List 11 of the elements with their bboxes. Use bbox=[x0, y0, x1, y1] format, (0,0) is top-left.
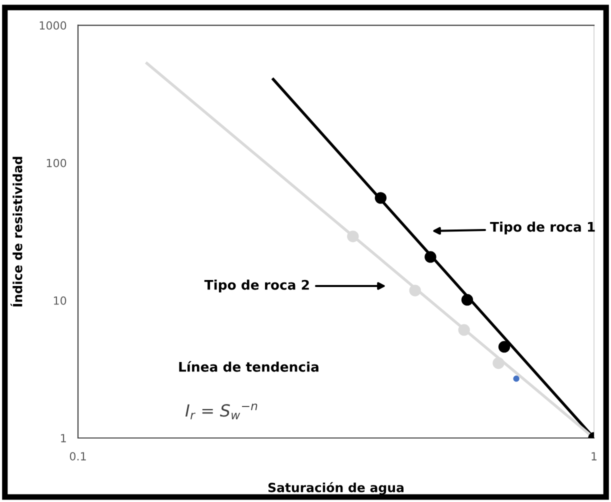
x-tick-label: 0.1 bbox=[70, 452, 86, 460]
y-tick-label: 1 bbox=[61, 434, 66, 442]
annotation: I$_{r}$ = S$_{w}$$^{−n}$ bbox=[185, 404, 258, 420]
y-tick-label: 1000 bbox=[40, 21, 66, 30]
annotation: Línea de tendencia bbox=[179, 361, 318, 372]
annotation: Tipo de roca 2 bbox=[204, 280, 309, 292]
y-axis-title: Índice de resistividad bbox=[10, 156, 22, 306]
y-tick-label: 100 bbox=[46, 158, 66, 168]
y-tick-label: 10 bbox=[54, 296, 66, 305]
x-axis-title: Saturación de agua bbox=[268, 482, 404, 495]
annotation: Tipo de roca 1 bbox=[490, 222, 595, 234]
